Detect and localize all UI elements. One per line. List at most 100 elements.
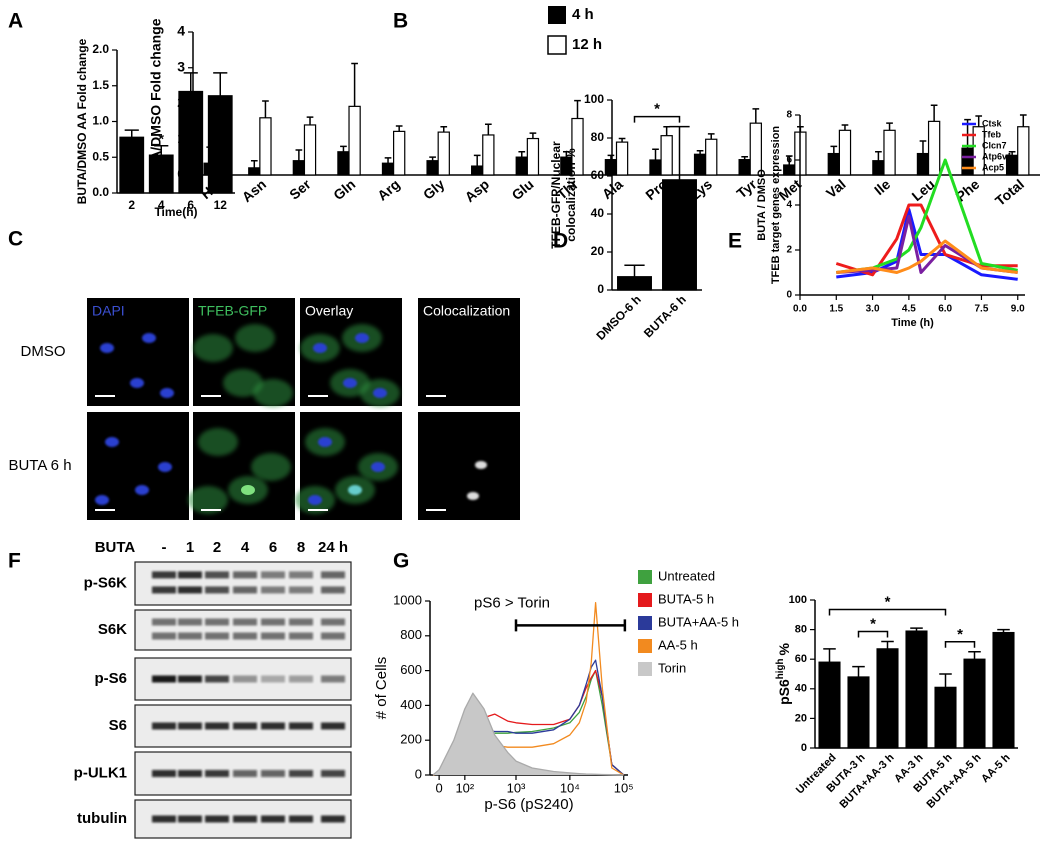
- y-tick-label: 60: [795, 653, 807, 665]
- blot-band: [261, 675, 285, 683]
- legend-label: BUTA+AA-5 h: [658, 614, 739, 629]
- cell-gfp: [253, 379, 293, 407]
- bar: [437, 131, 450, 176]
- blot-band: [289, 632, 313, 640]
- legend-swatch: [638, 639, 652, 653]
- blot-band: [261, 815, 285, 823]
- x-tick-label: Ser: [286, 176, 314, 203]
- x-tick-label: 9.0: [1011, 304, 1025, 315]
- legend-swatch: [638, 593, 652, 607]
- nucleus: [371, 462, 385, 472]
- x-tick-label: 10³: [507, 780, 526, 795]
- bar: [827, 152, 840, 176]
- error-bar: [875, 151, 882, 161]
- y-tick-label: 6: [786, 155, 792, 166]
- blot-band: [289, 815, 313, 823]
- error-bar: [295, 149, 303, 161]
- chart: 0 200 400 600 800 1000 # of Cells p-S6 (pS240) 0…: [373, 568, 739, 813]
- cell-gfp: [193, 334, 233, 362]
- blot-band: [233, 722, 257, 730]
- cell-gfp: [251, 453, 291, 481]
- error-bar: [852, 665, 865, 677]
- error-bar: [183, 72, 198, 92]
- column-label: TFEB-GFP: [198, 303, 267, 319]
- blot-band: [321, 675, 345, 683]
- blot-band: [233, 815, 257, 823]
- legend-label: Untreated: [658, 568, 715, 583]
- blot-band: [205, 815, 229, 823]
- bar: [248, 167, 261, 176]
- micrograph: [418, 298, 520, 406]
- blot-band: [261, 770, 285, 777]
- bar: [838, 129, 852, 176]
- significance-bracket: [633, 115, 681, 123]
- x-axis-label: p-S6 (pS240): [484, 796, 573, 813]
- blot-band: [321, 586, 345, 594]
- y-tick-label: 0: [786, 290, 792, 301]
- blot-band: [233, 618, 257, 626]
- error-bar: [823, 648, 836, 663]
- cell-gfp: [188, 486, 228, 514]
- micrograph: [418, 412, 520, 520]
- significance-bracket: [828, 608, 947, 616]
- nucleus: [343, 378, 357, 388]
- bar: [515, 156, 528, 176]
- blot-band: [178, 815, 202, 823]
- bar: [348, 105, 361, 176]
- nucleus: [130, 378, 144, 388]
- bar: [526, 137, 540, 176]
- bar: [876, 648, 899, 749]
- y-tick-label: 3: [177, 58, 185, 74]
- microscopy: DMSO DAPI TFEB-GFP Overlay Colocalization BUT…: [8, 298, 520, 520]
- blot-band: [205, 722, 229, 730]
- blot-band: [152, 571, 176, 579]
- legend-label: AA-5 h: [658, 637, 698, 652]
- legend-label: Torin: [658, 660, 686, 675]
- x-tick-label: 2: [128, 198, 135, 212]
- bar: [604, 159, 618, 176]
- bar: [337, 151, 350, 176]
- legend-label: 12 h: [572, 36, 602, 53]
- legend-label: Atp6v1: [982, 151, 1012, 161]
- y-tick-label: 8: [786, 110, 792, 121]
- lane-label: 24 h: [318, 539, 348, 556]
- bar: [934, 686, 957, 749]
- legend-label: Tfeb: [982, 129, 1002, 139]
- blot-strip: [134, 561, 352, 606]
- blot-band: [205, 571, 229, 579]
- panel-label: A: [8, 10, 23, 33]
- line: [836, 239, 1018, 274]
- row-label: DMSO: [21, 343, 66, 360]
- blot-row-label: tubulin: [77, 810, 127, 827]
- error-bar: [968, 651, 981, 660]
- y-tick-label: 20: [591, 244, 605, 258]
- blot-band: [178, 632, 202, 640]
- bar: [927, 120, 941, 176]
- blot-row-label: S6K: [98, 621, 127, 638]
- bar: [783, 164, 796, 176]
- blot-band: [178, 618, 202, 626]
- blot-band: [178, 675, 202, 683]
- bar: [617, 276, 652, 291]
- error-bar: [351, 62, 358, 107]
- nucleus: [158, 462, 172, 472]
- blot-band: [289, 675, 313, 683]
- nucleus: [95, 495, 109, 505]
- bar: [203, 162, 216, 176]
- bar: [963, 658, 986, 749]
- y-tick-label: 2: [786, 245, 792, 256]
- blot-band: [152, 815, 176, 823]
- error-bar: [886, 122, 893, 131]
- blot-row-label: p-ULK1: [74, 764, 127, 781]
- bar: [1017, 126, 1030, 176]
- nucleus: [308, 495, 322, 505]
- bar: [905, 630, 928, 749]
- blot-band: [178, 571, 202, 579]
- error-bar: [841, 124, 849, 131]
- blot-band: [321, 722, 345, 730]
- y-axis-label: TFEB target genes expression: [770, 126, 782, 285]
- error-bar: [306, 116, 314, 125]
- bar: [992, 631, 1015, 749]
- bar: [872, 160, 885, 176]
- y-axis-label: # of Cells: [373, 657, 390, 720]
